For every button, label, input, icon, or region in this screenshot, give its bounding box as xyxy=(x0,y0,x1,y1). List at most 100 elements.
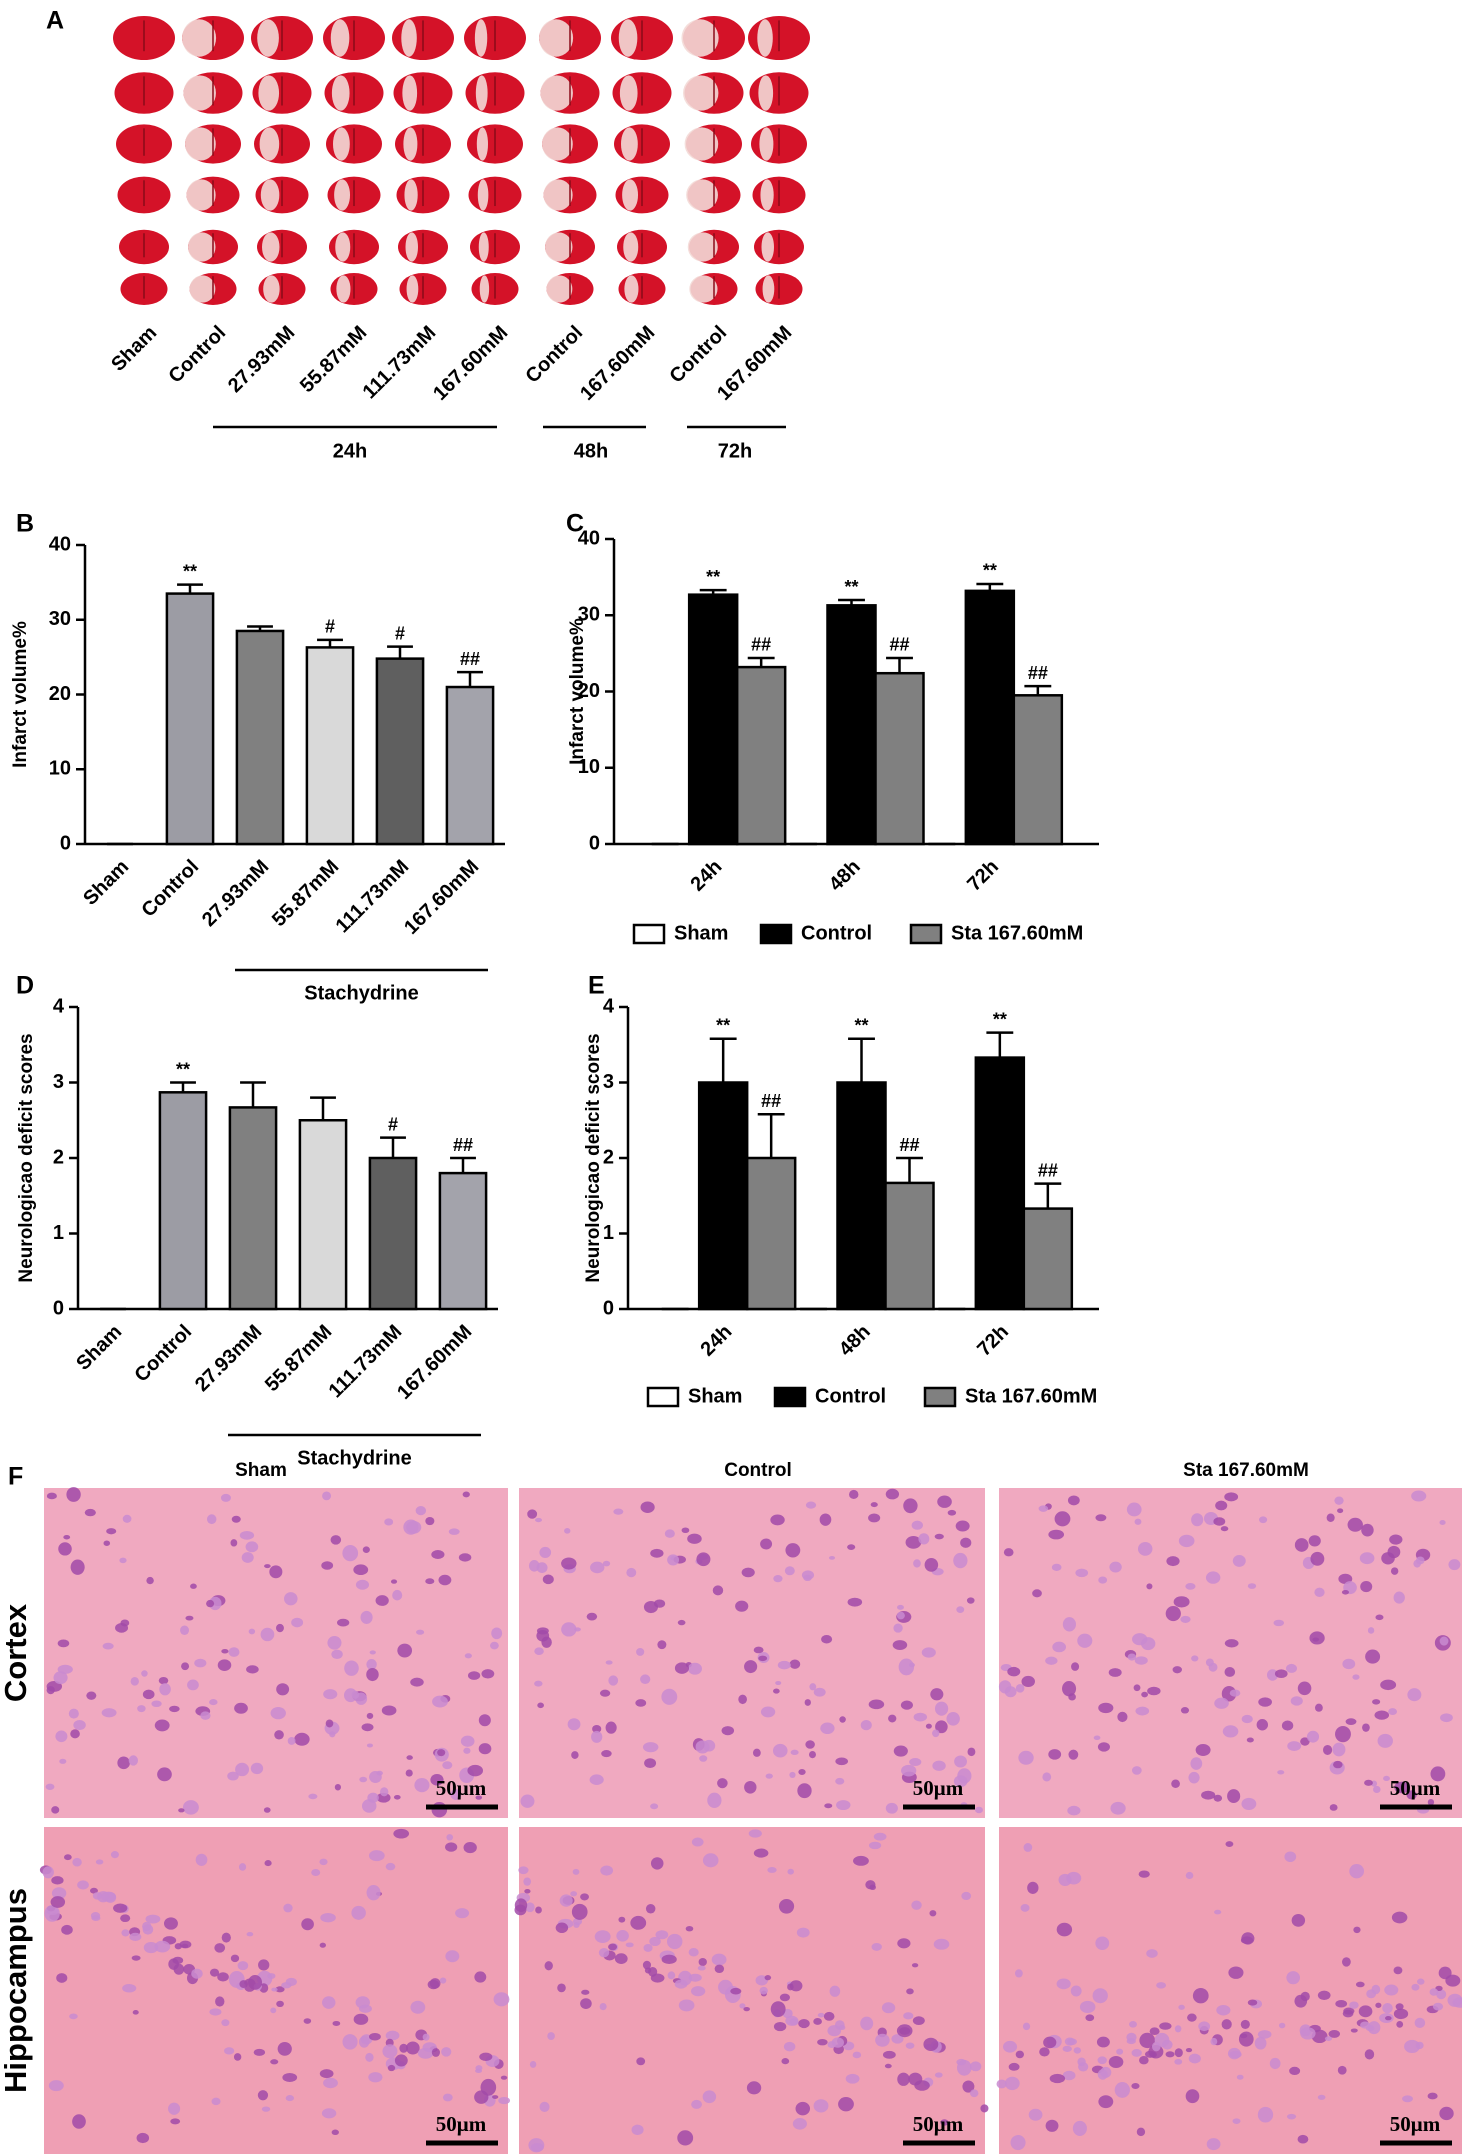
group-label: 24h xyxy=(333,440,367,462)
cell xyxy=(1347,1517,1363,1532)
cell xyxy=(1364,1779,1373,1786)
infarct-area xyxy=(405,232,418,262)
cell xyxy=(691,2099,703,2109)
cell xyxy=(618,1916,626,1923)
infarct-area xyxy=(182,19,217,57)
cell xyxy=(909,1758,922,1767)
cell xyxy=(1190,1757,1203,1770)
cell xyxy=(795,2101,811,2116)
cell xyxy=(809,1683,817,1691)
cell xyxy=(1269,2057,1281,2070)
cell xyxy=(640,1501,655,1513)
cell xyxy=(228,1647,240,1657)
cell xyxy=(539,1546,552,1558)
cell xyxy=(1333,1760,1343,1769)
cell xyxy=(61,1924,73,1935)
cell xyxy=(787,1983,794,1991)
cell xyxy=(882,2050,896,2059)
cell xyxy=(528,2138,545,2153)
cell xyxy=(792,2118,807,2130)
cell xyxy=(821,1635,833,1644)
infarct-area xyxy=(762,275,775,303)
cell xyxy=(1108,1668,1122,1677)
cell xyxy=(1162,2039,1173,2050)
infarct-area xyxy=(546,275,573,303)
cell xyxy=(322,1491,332,1501)
cell xyxy=(770,2001,786,2018)
scale-bar-label: 50μm xyxy=(1390,2112,1441,2136)
cell xyxy=(1335,1726,1351,1743)
significance-mark: ** xyxy=(993,1009,1007,1029)
cell xyxy=(702,2090,717,2104)
panel-label: D xyxy=(16,972,34,1000)
column-title: Control xyxy=(724,1460,792,1481)
cell xyxy=(789,1659,801,1669)
cell xyxy=(117,1756,130,1770)
cell xyxy=(1221,2019,1232,2030)
y-tick-label: 0 xyxy=(589,832,600,854)
cell xyxy=(121,1929,130,1937)
cell xyxy=(896,2024,913,2038)
cell xyxy=(1039,2047,1050,2057)
cell xyxy=(711,1953,727,1966)
cell xyxy=(930,1688,944,1701)
cell xyxy=(322,1996,336,2009)
cell xyxy=(344,1660,359,1676)
cell xyxy=(261,2106,271,2112)
cell xyxy=(535,1906,542,1914)
cell xyxy=(463,1747,471,1754)
cell xyxy=(439,1977,447,1984)
cell xyxy=(1064,2037,1075,2046)
cell xyxy=(817,2038,828,2046)
y-tick-label: 40 xyxy=(578,527,600,549)
bar xyxy=(974,1056,1026,1311)
cell xyxy=(234,1702,248,1714)
cell xyxy=(667,1554,680,1566)
cell xyxy=(154,1719,170,1732)
cell xyxy=(905,2042,915,2049)
cell xyxy=(1135,1706,1150,1716)
cell xyxy=(1387,1545,1401,1559)
cell xyxy=(1205,1658,1214,1667)
cell xyxy=(685,1926,694,1932)
cell xyxy=(106,1528,117,1535)
cell xyxy=(1390,1567,1399,1575)
cell xyxy=(932,1760,946,1771)
cell xyxy=(438,1574,452,1586)
micrograph xyxy=(44,1488,508,1818)
cell xyxy=(1289,2066,1301,2076)
y-tick-label: 1 xyxy=(53,1222,64,1244)
cell xyxy=(157,1767,172,1782)
cell xyxy=(1131,1766,1142,1775)
cell xyxy=(1185,1582,1196,1590)
y-tick-label: 40 xyxy=(49,533,71,555)
cell xyxy=(635,1699,647,1707)
cell xyxy=(602,1560,611,1567)
infarct-area xyxy=(258,75,280,111)
cell xyxy=(285,2095,295,2102)
cell xyxy=(1095,1514,1107,1522)
cell xyxy=(464,1653,472,1659)
cell xyxy=(50,1896,66,1908)
cell xyxy=(534,1680,543,1687)
cell xyxy=(870,1502,878,1508)
cell xyxy=(1062,2045,1072,2052)
cell xyxy=(798,1768,806,1776)
cell xyxy=(696,1552,711,1567)
cell xyxy=(561,1557,577,1570)
cell xyxy=(227,1771,239,1781)
cell xyxy=(664,1529,675,1538)
cell xyxy=(655,1930,669,1940)
cell xyxy=(385,2030,400,2041)
cell xyxy=(45,1783,55,1790)
cell xyxy=(645,1903,656,1914)
cell xyxy=(784,1566,795,1576)
cell xyxy=(1147,1686,1161,1696)
cell xyxy=(331,2129,339,2135)
cell xyxy=(220,1493,231,1502)
cell xyxy=(642,1960,652,1970)
cell xyxy=(900,1700,913,1710)
cell xyxy=(954,1755,967,1768)
cell xyxy=(798,2018,810,2029)
cell xyxy=(1341,1957,1351,1967)
